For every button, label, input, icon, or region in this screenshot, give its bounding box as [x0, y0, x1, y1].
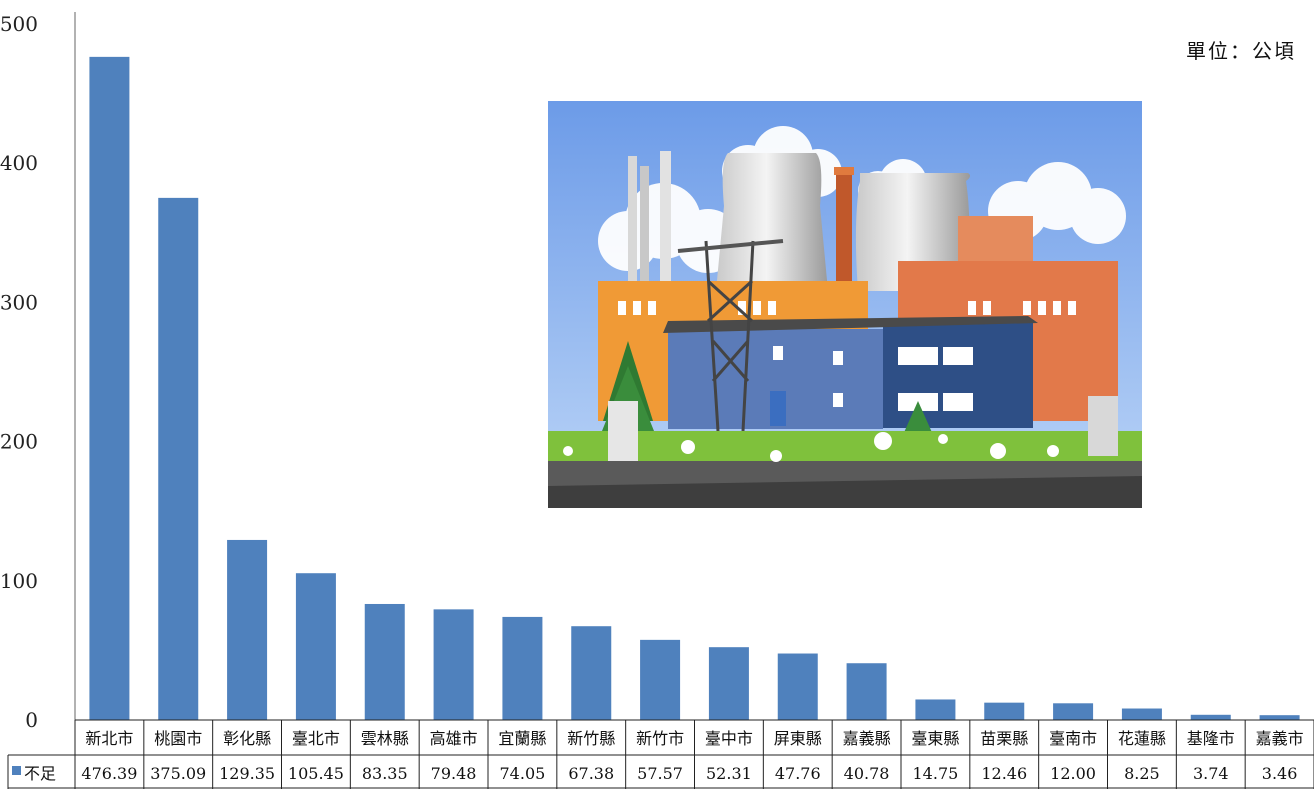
category-label: 基隆市: [1187, 729, 1235, 748]
data-label: 3.46: [1262, 764, 1298, 783]
category-label: 臺中市: [705, 729, 753, 748]
y-tick-label: 300: [0, 290, 38, 314]
data-label: 12.46: [981, 764, 1027, 783]
data-label: 476.39: [81, 764, 137, 783]
bar-新北市: [89, 56, 130, 721]
data-label: 40.78: [844, 764, 890, 783]
bar-嘉義市: [1259, 715, 1300, 720]
category-label: 臺東縣: [911, 729, 959, 748]
data-table: 新北市 476.39 桃園市 375.09 彰化縣 129.35 臺北市 105.45 雲林縣 8…: [7, 719, 1314, 789]
y-tick-label: 400: [0, 151, 38, 175]
data-label: 105.45: [288, 764, 344, 783]
bar-新竹市: [640, 639, 681, 720]
category-label: 臺南市: [1049, 729, 1097, 748]
unit-label: 單位：公頃: [1186, 39, 1296, 63]
bars: [89, 56, 1300, 721]
bar-臺北市: [295, 573, 336, 720]
bar-宜蘭縣: [502, 616, 543, 720]
y-tick-label: 200: [0, 430, 38, 454]
y-axis: 0 100 200 300 400 500: [0, 12, 76, 732]
bar-雲林縣: [364, 603, 405, 720]
factory-illustration: [548, 101, 1142, 508]
data-label: 3.74: [1193, 764, 1229, 783]
category-label: 新竹縣: [567, 729, 615, 748]
legend-label: 不足: [24, 764, 56, 783]
data-label: 47.76: [775, 764, 821, 783]
category-label: 新竹市: [636, 729, 684, 748]
bar-高雄市: [433, 609, 474, 720]
bar-基隆市: [1190, 714, 1231, 720]
data-label: 12.00: [1050, 764, 1096, 783]
bar-桃園市: [158, 197, 199, 720]
category-label: 苗栗縣: [980, 729, 1028, 748]
category-label: 嘉義縣: [843, 729, 891, 748]
bar-花蓮縣: [1121, 708, 1162, 720]
bar-屏東縣: [777, 653, 818, 720]
data-label: 129.35: [219, 764, 275, 783]
legend-swatch: [12, 766, 21, 775]
category-label: 高雄市: [430, 729, 478, 748]
y-tick-label: 0: [25, 708, 38, 732]
category-label: 桃園市: [154, 729, 202, 748]
bar-彰化縣: [227, 539, 268, 720]
bar-臺中市: [708, 647, 749, 720]
data-label: 52.31: [706, 764, 752, 783]
data-label: 83.35: [362, 764, 408, 783]
category-label: 宜蘭縣: [498, 729, 546, 748]
data-label: 8.25: [1124, 764, 1160, 783]
data-label: 375.09: [150, 764, 206, 783]
category-label: 嘉義市: [1256, 729, 1304, 748]
category-label: 彰化縣: [223, 729, 271, 748]
data-label: 57.57: [637, 764, 683, 783]
y-tick-label: 100: [0, 569, 38, 593]
bar-臺東縣: [915, 699, 956, 720]
data-label: 74.05: [500, 764, 546, 783]
category-label: 雲林縣: [361, 729, 409, 748]
data-label: 14.75: [913, 764, 959, 783]
bar-苗栗縣: [984, 702, 1025, 720]
data-label: 67.38: [568, 764, 614, 783]
y-tick-label: 500: [0, 12, 38, 36]
category-label: 新北市: [85, 729, 133, 748]
data-label: 79.48: [431, 764, 477, 783]
category-label: 屏東縣: [774, 729, 822, 748]
bar-臺南市: [1053, 703, 1094, 720]
category-label: 花蓮縣: [1118, 729, 1166, 748]
category-label: 臺北市: [292, 729, 340, 748]
bar-新竹縣: [571, 626, 612, 720]
bar-嘉義縣: [846, 663, 887, 720]
